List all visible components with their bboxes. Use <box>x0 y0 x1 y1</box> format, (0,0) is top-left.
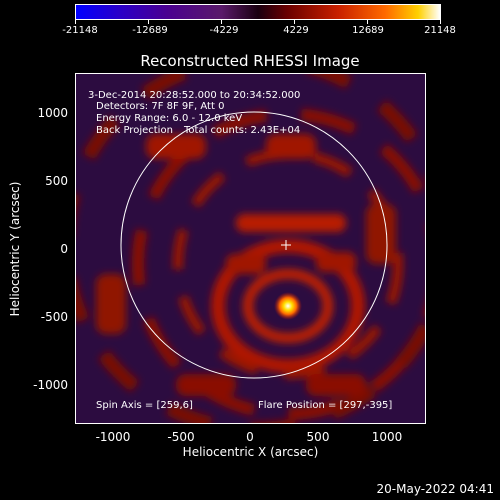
colorbar-tick-mark <box>367 20 368 24</box>
x-tick-label: -500 <box>167 430 195 444</box>
rhessi-image-svg <box>76 74 425 423</box>
info-detectors: Detectors: 7F 8F 9F, Att 0 <box>96 101 225 112</box>
rhessi-image-plot: 3-Dec-2014 20:28:52.000 to 20:34:52.000 … <box>75 73 426 424</box>
y-tick-label: 500 <box>45 174 68 188</box>
colorbar-tick-label: -21148 <box>62 25 98 36</box>
colorbar-tick-mark <box>75 20 76 24</box>
x-tick-label: -1000 <box>95 430 131 444</box>
info-method: Back Projection <box>96 125 173 136</box>
colorbar-tick-mark <box>148 20 149 24</box>
flare-source <box>274 292 302 320</box>
x-tick-label: 0 <box>246 430 254 444</box>
image-title: Reconstructed RHESSI Image <box>140 52 360 70</box>
y-tick-label: 0 <box>60 242 68 256</box>
colorbar-tick-label: -4229 <box>209 25 239 36</box>
x-tick-label: 500 <box>306 430 330 444</box>
colorbar-tick-mark <box>440 20 441 24</box>
emission-pattern <box>76 74 425 423</box>
sun-center-marker <box>281 240 291 250</box>
colorbar-tick-label: 12689 <box>352 25 384 36</box>
colorbar-tick-mark <box>221 20 222 24</box>
info-energy-range: Energy Range: 6.0 - 12.0 keV <box>96 113 243 124</box>
info-time-range: 3-Dec-2014 20:28:52.000 to 20:34:52.000 <box>88 90 301 101</box>
colorbar <box>75 4 441 20</box>
y-tick-label: 1000 <box>37 106 68 120</box>
info-spin-axis: Spin Axis = [259,6] <box>96 400 193 411</box>
y-tick-label: -1000 <box>33 378 68 392</box>
x-axis-label: Heliocentric X (arcsec) <box>182 445 319 459</box>
y-tick-label: -500 <box>40 310 68 324</box>
y-axis-label: Heliocentric Y (arcsec) <box>8 181 22 317</box>
x-tick-label: 1000 <box>371 430 403 444</box>
colorbar-tick-label: 21148 <box>424 25 456 36</box>
colorbar-tick-label: 4229 <box>283 25 309 36</box>
solar-limb-circle <box>120 111 388 379</box>
info-flare-position: Flare Position = [297,-395] <box>258 400 393 411</box>
render-timestamp: 20-May-2022 04:41 <box>376 482 494 496</box>
info-total-counts: Total counts: 2.43E+04 <box>184 125 301 136</box>
colorbar-tick-mark <box>294 20 295 24</box>
colorbar-tick-label: -12689 <box>132 25 168 36</box>
